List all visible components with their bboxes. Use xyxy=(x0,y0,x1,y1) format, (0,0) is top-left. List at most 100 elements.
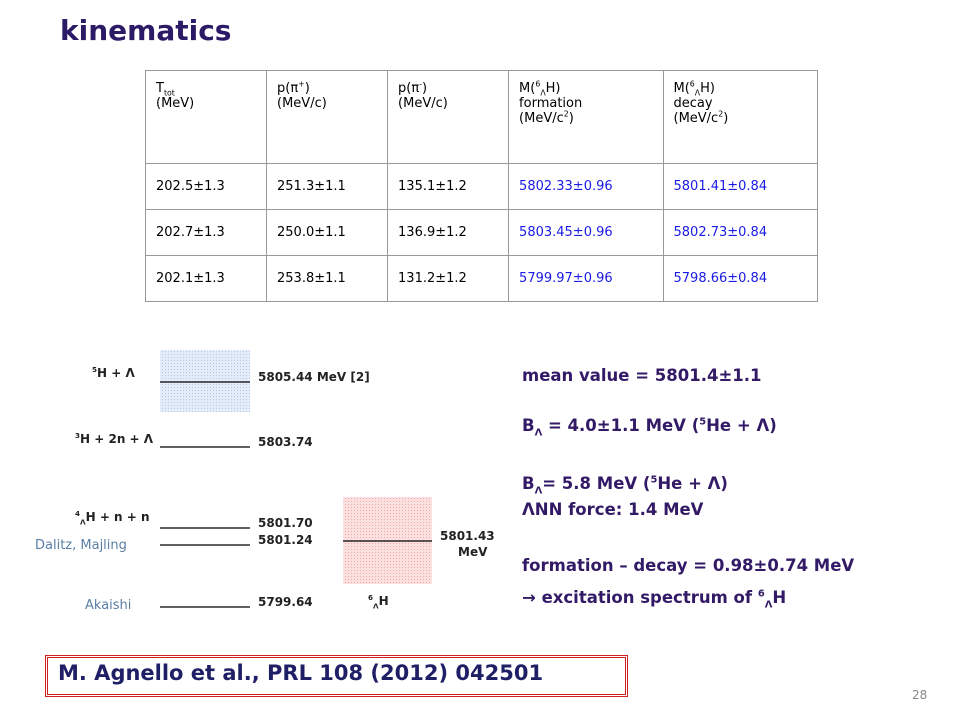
table-cell: 202.5±1.3 xyxy=(144,163,268,210)
text-segment: ) xyxy=(304,81,310,96)
level-label: 3H + 2n + Λ xyxy=(75,432,153,446)
text-segment: tot xyxy=(163,88,175,98)
text-segment: 5 xyxy=(650,474,658,486)
text-segment: Λ xyxy=(80,517,86,527)
table-cell: 5802.73±0.84 xyxy=(662,209,818,256)
level-value: 5799.64 xyxy=(258,595,313,609)
text-segment: (MeV/c) xyxy=(277,96,327,111)
text-segment: Λ xyxy=(764,599,773,611)
text-segment: 4 xyxy=(75,509,81,518)
level-label: 5H + Λ xyxy=(92,366,135,380)
table-cell: 251.3±1.1 xyxy=(266,163,389,210)
author-label: Akaishi xyxy=(85,598,132,613)
header-line: (MeV/c2) xyxy=(519,109,652,126)
text-segment: B xyxy=(522,416,535,435)
author-label: Dalitz, Majling xyxy=(35,538,127,553)
level-band xyxy=(160,350,250,412)
note-line: mean value = 5801.4±1.1 xyxy=(522,366,762,385)
level-value: 5805.44 MeV [2] xyxy=(258,370,370,384)
text-segment: (MeV/c xyxy=(519,111,564,126)
header-line: M(6ΛH) xyxy=(673,79,808,98)
header-line: (MeV) xyxy=(156,96,256,111)
text-segment: He + Λ) xyxy=(657,474,728,493)
note-line: ΛNN force: 1.4 MeV xyxy=(522,500,703,519)
text-segment: He + Λ) xyxy=(706,416,777,435)
table-body: Ttot (MeV) p(π+) (MeV/c) p(π-) (MeV/c) M(6ΛH) f… xyxy=(144,70,818,302)
header-line: (MeV/c) xyxy=(277,96,377,111)
text-segment: - xyxy=(419,79,423,89)
level-value: 5801.70 xyxy=(258,516,313,530)
text-segment: 5 xyxy=(699,416,707,428)
level-value: 5803.74 xyxy=(258,435,313,449)
text-segment: H + 2n + Λ xyxy=(80,432,154,446)
text-segment: M( xyxy=(519,81,536,96)
text-segment: (MeV/c xyxy=(673,111,719,126)
table-cell: 5798.66±0.84 xyxy=(662,255,818,302)
text-segment: 6 xyxy=(689,79,695,89)
text-segment: = 4.0±1.1 MeV ( xyxy=(542,416,700,435)
header-line: decay xyxy=(674,96,808,111)
header-line: p(π-) xyxy=(398,79,498,96)
header-line: (MeV/c2) xyxy=(673,109,808,126)
text-segment: ) xyxy=(568,111,574,126)
text-segment: H) xyxy=(545,81,561,96)
header-cell: p(π-) (MeV/c) xyxy=(387,70,510,164)
header-cell: M(6ΛH) decay (MeV/c2) xyxy=(662,70,818,164)
slide-title: kinematics xyxy=(60,14,232,47)
table-cell: 202.7±1.3 xyxy=(144,209,268,256)
text-segment: 6 xyxy=(535,79,541,89)
text-segment: (MeV/c) xyxy=(398,96,448,111)
reference: M. Agnello et al., PRL 108 (2012) 042501 xyxy=(58,661,544,685)
text-segment: M( xyxy=(673,81,690,96)
note-line: formation – decay = 0.98±0.74 MeV xyxy=(522,556,854,575)
header-cell: p(π+) (MeV/c) xyxy=(266,70,389,164)
result-unit: MeV xyxy=(458,545,488,559)
text-segment: B xyxy=(522,474,535,493)
text-segment: decay xyxy=(673,96,713,111)
text-segment: → excitation spectrum of xyxy=(522,588,758,607)
table-cell: 202.1±1.3 xyxy=(144,255,268,302)
text-segment: 5 xyxy=(92,365,98,374)
text-segment: 2 xyxy=(563,109,569,119)
header-row: Ttot (MeV) p(π+) (MeV/c) p(π-) (MeV/c) M(6ΛH) f… xyxy=(144,70,818,164)
header-line: Ttot xyxy=(156,81,256,98)
text-segment: H xyxy=(378,594,389,608)
text-segment: H + Λ xyxy=(97,366,135,380)
text-segment: formation – decay = 0.98±0.74 MeV xyxy=(522,556,855,575)
text-segment: H) xyxy=(700,81,715,96)
text-segment: formation xyxy=(519,96,583,111)
text-segment: ΛNN force: 1.4 MeV xyxy=(522,500,704,519)
header-cell: M(6ΛH) formation (MeV/c2) xyxy=(508,70,664,164)
table-cell: 135.1±1.2 xyxy=(387,163,510,210)
header-line: p(π+) xyxy=(277,79,377,96)
table-row: 202.5±1.3 251.3±1.1 135.1±1.2 5802.33±0.96 5… xyxy=(144,163,818,210)
table-cell: 5799.97±0.96 xyxy=(508,255,664,302)
text-segment: mean value = 5801.4±1.1 xyxy=(522,366,762,385)
reference-box xyxy=(45,655,628,697)
result-value: 5801.43 xyxy=(440,529,495,543)
note-line: → excitation spectrum of 6ΛH xyxy=(522,588,786,611)
text-segment: p(π xyxy=(277,81,299,96)
header-cell: Ttot (MeV) xyxy=(144,70,268,164)
text-segment: ) xyxy=(723,111,729,126)
text-segment: Λ xyxy=(534,427,543,439)
table-cell: 5803.45±0.96 xyxy=(508,209,664,256)
text-segment: 2 xyxy=(718,109,724,119)
table-cell: 5802.33±0.96 xyxy=(508,163,664,210)
header-line: (MeV/c) xyxy=(398,96,498,111)
text-segment: 6 xyxy=(757,588,765,600)
text-segment: Λ xyxy=(534,485,543,497)
text-segment: 3 xyxy=(75,431,81,440)
header-line: formation xyxy=(519,96,652,111)
text-segment: Λ xyxy=(373,601,379,611)
table-cell: 253.8±1.1 xyxy=(266,255,389,302)
text-segment: + xyxy=(298,79,305,89)
kinematics-table: Ttot (MeV) p(π+) (MeV/c) p(π-) (MeV/c) M(6ΛH) f… xyxy=(144,70,818,302)
text-segment: Λ xyxy=(540,88,546,98)
level-value: 5801.24 xyxy=(258,533,313,547)
text-segment: Λ xyxy=(694,88,701,98)
result-label: 6ΛH xyxy=(368,594,389,611)
page-number: 28 xyxy=(912,688,928,702)
